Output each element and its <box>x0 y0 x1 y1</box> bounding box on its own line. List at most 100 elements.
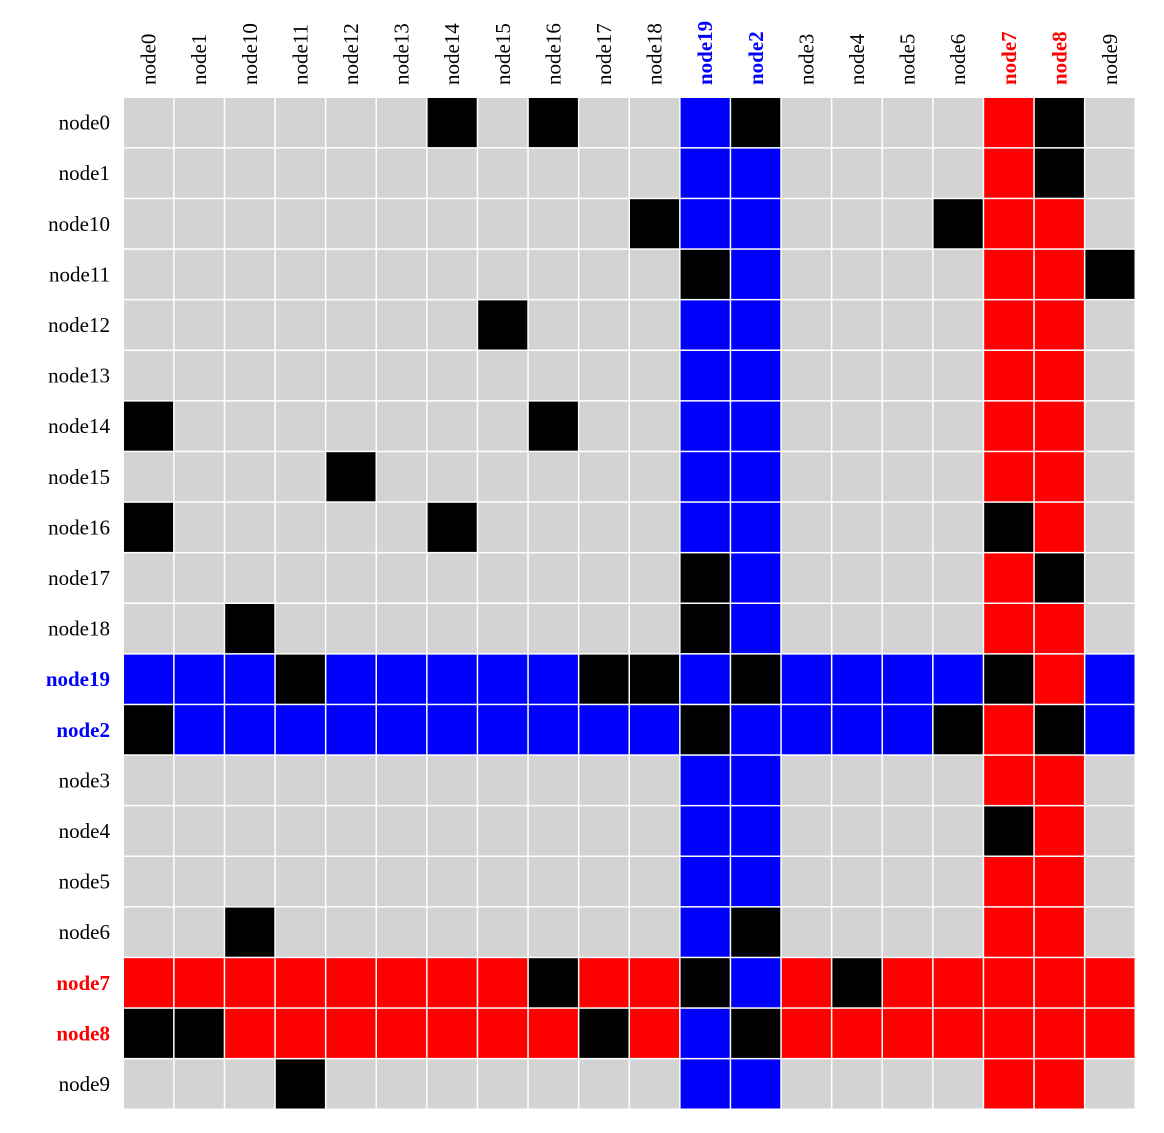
matrix-cell-node13-node12 <box>326 351 376 401</box>
matrix-cell-node7-node3 <box>781 958 831 1008</box>
matrix-cell-node0-node14 <box>427 98 477 148</box>
matrix-cell-node1-node6 <box>933 148 983 198</box>
matrix-cell-node15-node16 <box>528 452 578 502</box>
matrix-cell-node1-node13 <box>377 148 427 198</box>
row-label-node2: node2 <box>56 718 110 742</box>
row-label-node10: node10 <box>48 212 110 236</box>
matrix-cell-node4-node18 <box>630 806 680 856</box>
matrix-cell-node15-node12 <box>326 452 376 502</box>
matrix-cell-node10-node17 <box>579 199 629 249</box>
matrix-cell-node9-node2 <box>731 1059 781 1109</box>
column-label-node14: node14 <box>440 23 464 85</box>
matrix-cell-node5-node11 <box>275 857 325 907</box>
matrix-cell-node11-node3 <box>781 249 831 299</box>
matrix-cell-node1-node14 <box>427 148 477 198</box>
matrix-cell-node10-node7 <box>984 199 1034 249</box>
matrix-cell-node9-node6 <box>933 1059 983 1109</box>
matrix-cell-node17-node19 <box>680 553 730 603</box>
matrix-cell-node13-node19 <box>680 351 730 401</box>
matrix-cell-node8-node11 <box>275 1008 325 1058</box>
matrix-cell-node1-node10 <box>225 148 275 198</box>
matrix-cell-node19-node14 <box>427 654 477 704</box>
matrix-cell-node2-node5 <box>883 705 933 755</box>
matrix-cell-node12-node9 <box>1085 300 1135 350</box>
matrix-cell-node1-node4 <box>832 148 882 198</box>
matrix-cell-node4-node9 <box>1085 806 1135 856</box>
matrix-cell-node16-node3 <box>781 502 831 552</box>
matrix-cell-node3-node2 <box>731 755 781 805</box>
matrix-cell-node6-node11 <box>275 907 325 957</box>
matrix-cell-node6-node7 <box>984 907 1034 957</box>
matrix-cell-node12-node3 <box>781 300 831 350</box>
row-label-node17: node17 <box>48 566 110 590</box>
matrix-cell-node18-node18 <box>630 604 680 654</box>
matrix-cell-node8-node16 <box>528 1008 578 1058</box>
row-label-node7: node7 <box>56 971 110 995</box>
matrix-cell-node3-node10 <box>225 755 275 805</box>
matrix-cell-node19-node0 <box>124 654 174 704</box>
matrix-cell-node12-node4 <box>832 300 882 350</box>
matrix-cell-node7-node2 <box>731 958 781 1008</box>
matrix-cell-node1-node12 <box>326 148 376 198</box>
row-label-node12: node12 <box>48 313 110 337</box>
matrix-cell-node4-node17 <box>579 806 629 856</box>
matrix-cell-node12-node16 <box>528 300 578 350</box>
matrix-cell-node16-node10 <box>225 502 275 552</box>
matrix-cell-node2-node15 <box>478 705 528 755</box>
matrix-cell-node1-node3 <box>781 148 831 198</box>
matrix-cell-node15-node18 <box>630 452 680 502</box>
matrix-cell-node8-node4 <box>832 1008 882 1058</box>
matrix-cell-node16-node17 <box>579 502 629 552</box>
matrix-cell-node19-node3 <box>781 654 831 704</box>
matrix-cell-node13-node1 <box>174 351 224 401</box>
matrix-cell-node3-node13 <box>377 755 427 805</box>
matrix-cell-node18-node9 <box>1085 604 1135 654</box>
matrix-cell-node19-node18 <box>630 654 680 704</box>
matrix-cell-node3-node15 <box>478 755 528 805</box>
column-label-node9: node9 <box>1098 34 1122 85</box>
matrix-cell-node4-node11 <box>275 806 325 856</box>
matrix-cell-node1-node17 <box>579 148 629 198</box>
matrix-cell-node14-node18 <box>630 401 680 451</box>
matrix-cell-node1-node0 <box>124 148 174 198</box>
matrix-cell-node0-node7 <box>984 98 1034 148</box>
matrix-cell-node14-node8 <box>1034 401 1084 451</box>
matrix-cell-node16-node7 <box>984 502 1034 552</box>
matrix-cell-node14-node6 <box>933 401 983 451</box>
matrix-cell-node0-node13 <box>377 98 427 148</box>
matrix-cell-node14-node3 <box>781 401 831 451</box>
matrix-cell-node13-node6 <box>933 351 983 401</box>
matrix-cell-node8-node12 <box>326 1008 376 1058</box>
matrix-cell-node4-node6 <box>933 806 983 856</box>
matrix-cell-node11-node14 <box>427 249 477 299</box>
matrix-cell-node19-node15 <box>478 654 528 704</box>
matrix-cell-node3-node8 <box>1034 755 1084 805</box>
matrix-cell-node18-node8 <box>1034 604 1084 654</box>
matrix-cell-node2-node12 <box>326 705 376 755</box>
matrix-cell-node15-node10 <box>225 452 275 502</box>
matrix-cell-node6-node14 <box>427 907 477 957</box>
matrix-cell-node4-node2 <box>731 806 781 856</box>
matrix-cell-node3-node7 <box>984 755 1034 805</box>
matrix-cell-node11-node1 <box>174 249 224 299</box>
matrix-cell-node15-node11 <box>275 452 325 502</box>
matrix-cell-node12-node1 <box>174 300 224 350</box>
matrix-cell-node7-node17 <box>579 958 629 1008</box>
matrix-cell-node5-node19 <box>680 857 730 907</box>
matrix-cell-node4-node0 <box>124 806 174 856</box>
matrix-cell-node18-node4 <box>832 604 882 654</box>
matrix-cell-node11-node12 <box>326 249 376 299</box>
matrix-cell-node17-node10 <box>225 553 275 603</box>
matrix-cell-node8-node19 <box>680 1008 730 1058</box>
matrix-cell-node16-node6 <box>933 502 983 552</box>
matrix-cell-node5-node18 <box>630 857 680 907</box>
matrix-cell-node9-node17 <box>579 1059 629 1109</box>
matrix-cell-node11-node2 <box>731 249 781 299</box>
matrix-cell-node16-node9 <box>1085 502 1135 552</box>
matrix-cell-node5-node6 <box>933 857 983 907</box>
row-label-node14: node14 <box>48 414 110 438</box>
matrix-cell-node13-node10 <box>225 351 275 401</box>
row-labels: node0 node1 node10 node11 node12 node13 node14… <box>46 111 111 1096</box>
matrix-cell-node16-node14 <box>427 502 477 552</box>
matrix-cell-node7-node12 <box>326 958 376 1008</box>
